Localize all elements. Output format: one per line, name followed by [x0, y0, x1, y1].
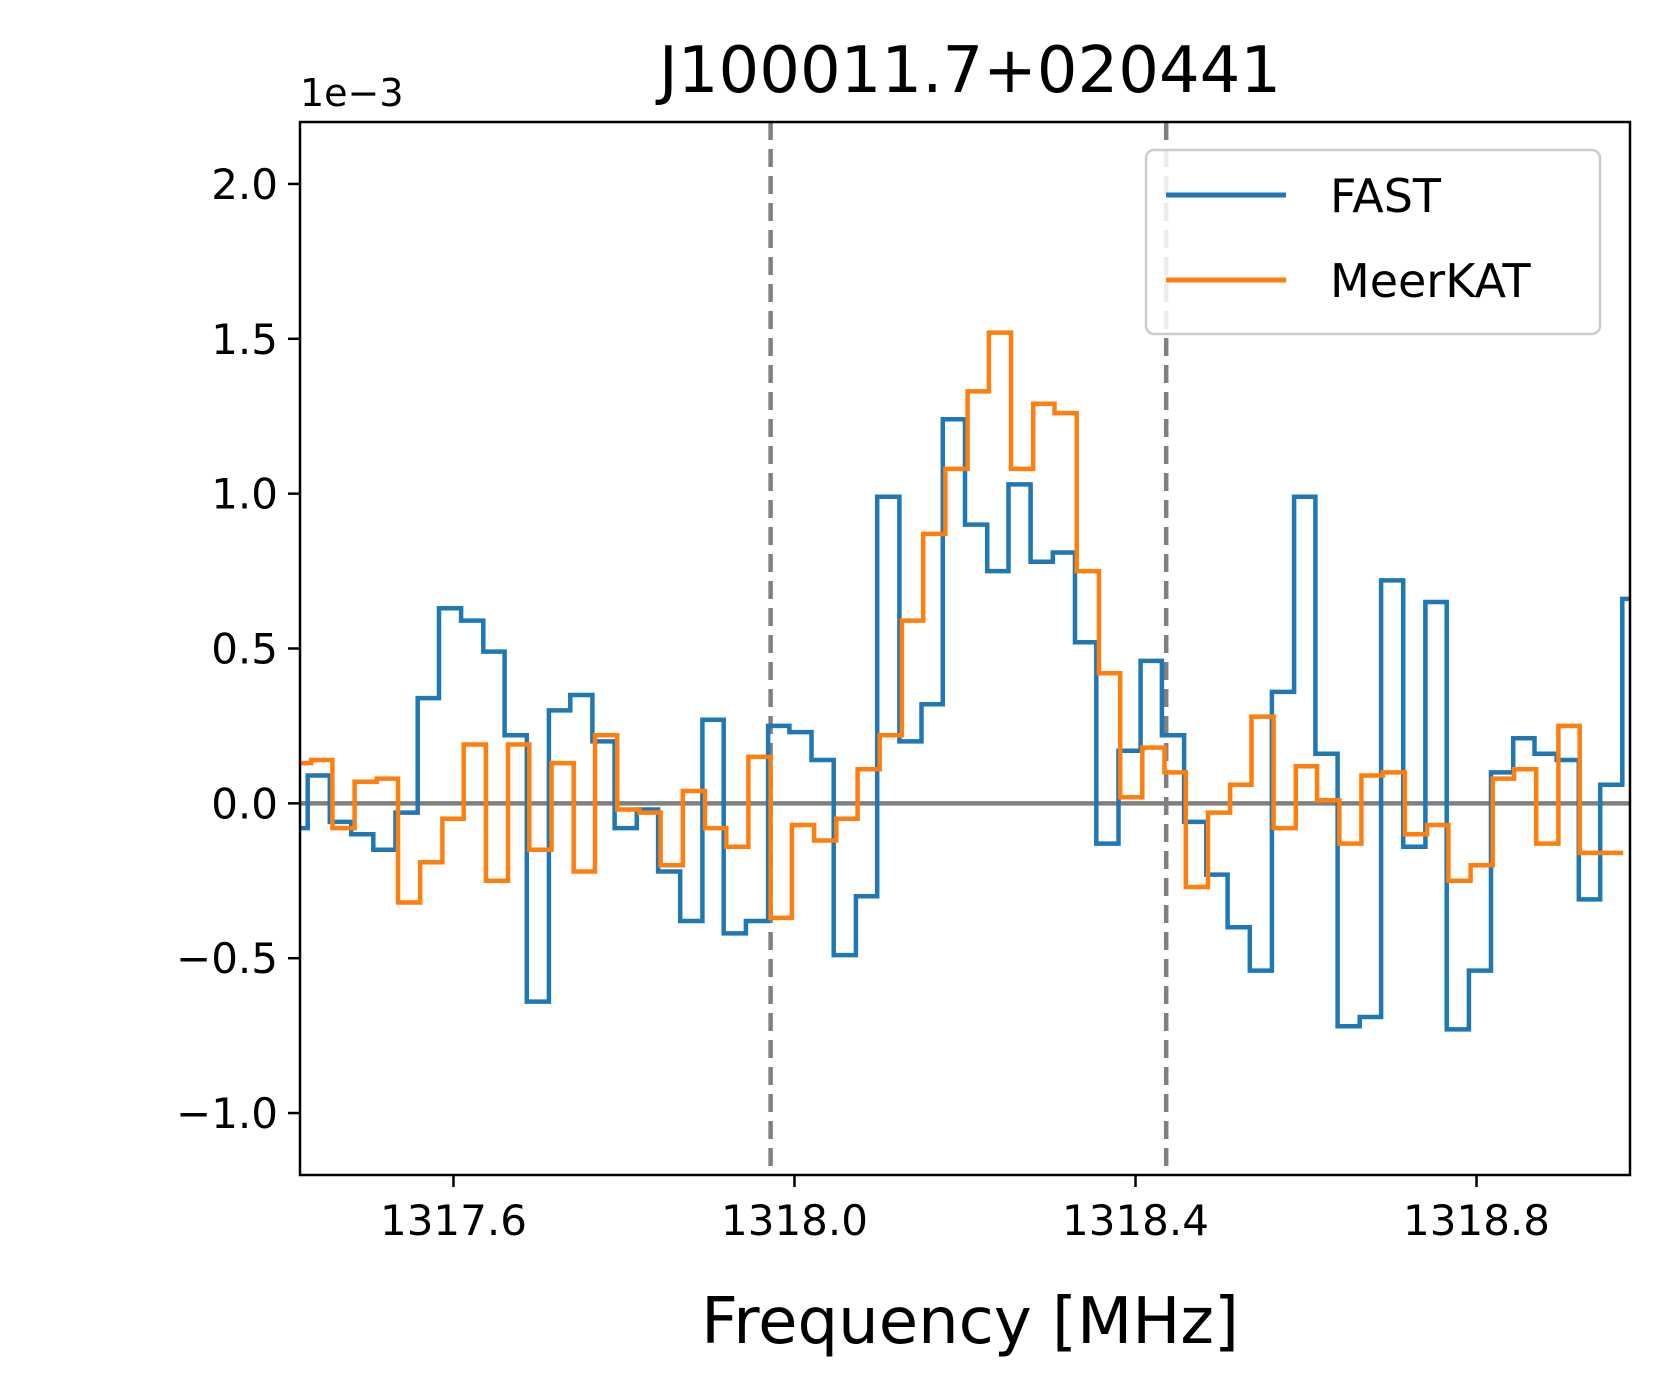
y-tick-label: −1.0 [176, 1089, 278, 1138]
y-tick-label: 0.0 [211, 779, 278, 828]
y-tick-label: −0.5 [176, 934, 278, 983]
y-tick-label: 2.0 [211, 160, 278, 209]
x-axis-label: Frequency [MHz] [701, 1285, 1239, 1359]
x-tick-label: 1318.8 [1403, 1196, 1550, 1245]
series-fast [300, 417, 1630, 1032]
y-axis-offset-label: 1e−3 [300, 71, 404, 115]
y-tick-label: 1.0 [211, 470, 278, 519]
y-tick-label: 0.5 [211, 625, 278, 674]
x-tick-label: 1317.6 [380, 1196, 527, 1245]
y-tick-label: 1.5 [211, 315, 278, 364]
x-tick-label: 1318.0 [721, 1196, 868, 1245]
x-tick-label: 1318.4 [1062, 1196, 1209, 1245]
legend: FAST MeerKAT [1144, 148, 1602, 336]
chart-title: J100011.7+020441 [655, 34, 1281, 108]
legend-label-fast: FAST [1330, 169, 1442, 223]
series-meerkat [300, 330, 1624, 921]
legend-label-meerkat: MeerKAT [1330, 254, 1531, 308]
